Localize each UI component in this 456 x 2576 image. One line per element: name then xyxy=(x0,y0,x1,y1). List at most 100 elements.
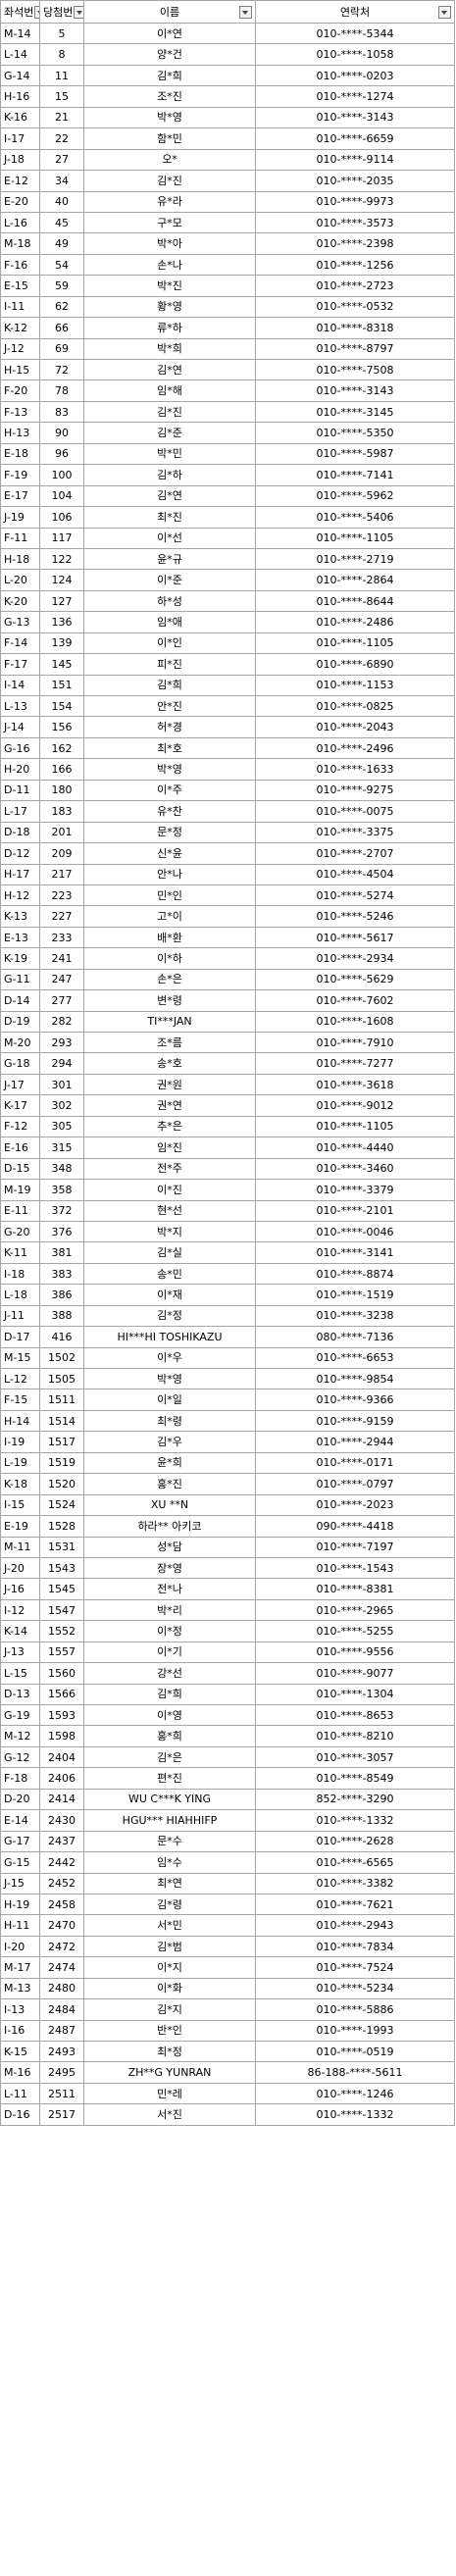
seat-cell[interactable]: J-16 xyxy=(0,1578,40,1600)
winning-number-cell[interactable]: 21 xyxy=(39,106,84,129)
contact-cell[interactable]: 010-****-5987 xyxy=(255,442,455,466)
winning-number-cell[interactable]: 54 xyxy=(39,253,84,277)
winning-number-cell[interactable]: 2430 xyxy=(39,1809,84,1832)
seat-cell[interactable]: K-17 xyxy=(0,1094,40,1117)
winning-number-cell[interactable]: 62 xyxy=(39,295,84,319)
contact-cell[interactable]: 010-****-1105 xyxy=(255,1115,455,1138)
contact-cell[interactable]: 010-****-6565 xyxy=(255,1851,455,1874)
name-cell[interactable]: HI***HI TOSHIKAZU xyxy=(83,1326,256,1348)
contact-cell[interactable]: 010-****-2101 xyxy=(255,1199,455,1222)
name-cell[interactable]: ZH**G YUNRAN xyxy=(83,2061,256,2084)
seat-cell[interactable]: E-12 xyxy=(0,170,40,192)
name-cell[interactable]: 변*령 xyxy=(83,989,256,1012)
contact-cell[interactable]: 010-****-7141 xyxy=(255,464,455,486)
seat-cell[interactable]: D-18 xyxy=(0,821,40,844)
seat-cell[interactable]: D-14 xyxy=(0,989,40,1012)
name-cell[interactable]: 박*영 xyxy=(83,106,256,129)
name-cell[interactable]: 송*호 xyxy=(83,1052,256,1075)
name-cell[interactable]: 박*지 xyxy=(83,1220,256,1243)
name-cell[interactable]: 이*연 xyxy=(83,22,256,45)
name-cell[interactable]: 배*환 xyxy=(83,926,256,949)
name-cell[interactable]: 손*나 xyxy=(83,253,256,277)
seat-cell[interactable]: H-19 xyxy=(0,1893,40,1916)
seat-cell[interactable]: L-11 xyxy=(0,2082,40,2105)
winning-number-cell[interactable]: 1560 xyxy=(39,1662,84,1685)
contact-cell[interactable]: 010-****-9275 xyxy=(255,779,455,802)
contact-cell[interactable]: 010-****-9077 xyxy=(255,1662,455,1685)
winning-number-cell[interactable]: 139 xyxy=(39,631,84,655)
name-cell[interactable]: 박*영 xyxy=(83,1367,256,1390)
name-cell[interactable]: 최*연 xyxy=(83,1872,256,1894)
contact-cell[interactable]: 010-****-3143 xyxy=(255,106,455,129)
seat-cell[interactable]: I-14 xyxy=(0,674,40,697)
seat-cell[interactable]: J-19 xyxy=(0,506,40,529)
contact-cell[interactable]: 010-****-0171 xyxy=(255,1451,455,1475)
seat-cell[interactable]: E-18 xyxy=(0,442,40,466)
winning-number-cell[interactable]: 282 xyxy=(39,1010,84,1034)
name-cell[interactable]: 문*정 xyxy=(83,821,256,844)
seat-cell[interactable]: M-15 xyxy=(0,1346,40,1370)
seat-cell[interactable]: G-11 xyxy=(0,968,40,991)
winning-number-cell[interactable]: 293 xyxy=(39,1031,84,1054)
contact-cell[interactable]: 010-****-1519 xyxy=(255,1284,455,1306)
contact-cell[interactable]: 010-****-3145 xyxy=(255,400,455,424)
seat-cell[interactable]: D-11 xyxy=(0,779,40,802)
contact-cell[interactable]: 010-****-3238 xyxy=(255,1304,455,1328)
name-cell[interactable]: 윤*규 xyxy=(83,547,256,571)
contact-cell[interactable]: 010-****-9973 xyxy=(255,190,455,213)
winning-number-cell[interactable]: 1598 xyxy=(39,1725,84,1747)
name-cell[interactable]: HGU*** HIAHHIFP xyxy=(83,1809,256,1832)
winning-number-cell[interactable]: 2487 xyxy=(39,2019,84,2043)
name-cell[interactable]: 이*주 xyxy=(83,779,256,802)
winning-number-cell[interactable]: 1545 xyxy=(39,1578,84,1600)
seat-cell[interactable]: E-17 xyxy=(0,484,40,508)
contact-cell[interactable]: 010-****-1332 xyxy=(255,2103,455,2126)
contact-cell[interactable]: 010-****-2043 xyxy=(255,716,455,738)
seat-cell[interactable]: G-16 xyxy=(0,736,40,760)
seat-cell[interactable]: K-18 xyxy=(0,1473,40,1495)
winning-number-cell[interactable]: 8 xyxy=(39,43,84,66)
contact-cell[interactable]: 010-****-8874 xyxy=(255,1262,455,1286)
winning-number-cell[interactable]: 59 xyxy=(39,275,84,297)
filter-dropdown-icon[interactable] xyxy=(239,6,252,19)
seat-cell[interactable]: I-13 xyxy=(0,1998,40,2021)
winning-number-cell[interactable]: 154 xyxy=(39,694,84,718)
contact-cell[interactable]: 010-****-0046 xyxy=(255,1220,455,1243)
seat-cell[interactable]: F-16 xyxy=(0,253,40,277)
name-cell[interactable]: 임*진 xyxy=(83,1136,256,1159)
contact-cell[interactable]: 010-****-8318 xyxy=(255,317,455,339)
contact-cell[interactable]: 010-****-6659 xyxy=(255,127,455,150)
seat-cell[interactable]: H-11 xyxy=(0,1914,40,1937)
winning-number-cell[interactable]: 2472 xyxy=(39,1935,84,1958)
seat-cell[interactable]: F-20 xyxy=(0,379,40,402)
seat-cell[interactable]: L-14 xyxy=(0,43,40,66)
winning-number-cell[interactable]: 416 xyxy=(39,1326,84,1348)
name-cell[interactable]: 하라** 아키코 xyxy=(83,1515,256,1538)
winning-number-cell[interactable]: 383 xyxy=(39,1262,84,1286)
winning-number-cell[interactable]: 1531 xyxy=(39,1536,84,1558)
contact-cell[interactable]: 010-****-2965 xyxy=(255,1598,455,1622)
contact-cell[interactable]: 010-****-7277 xyxy=(255,1052,455,1075)
seat-cell[interactable]: D-19 xyxy=(0,1010,40,1034)
contact-cell[interactable]: 010-****-7524 xyxy=(255,1956,455,1979)
name-cell[interactable]: 민*인 xyxy=(83,884,256,907)
winning-number-cell[interactable]: 66 xyxy=(39,317,84,339)
winning-number-cell[interactable]: 49 xyxy=(39,232,84,255)
seat-cell[interactable]: H-13 xyxy=(0,422,40,444)
seat-cell[interactable]: M-20 xyxy=(0,1031,40,1054)
winning-number-cell[interactable]: 348 xyxy=(39,1157,84,1181)
contact-cell[interactable]: 010-****-4440 xyxy=(255,1136,455,1159)
winning-number-cell[interactable]: 1517 xyxy=(39,1431,84,1453)
name-cell[interactable]: 김*준 xyxy=(83,422,256,444)
seat-cell[interactable]: M-13 xyxy=(0,1977,40,2000)
winning-number-cell[interactable]: 302 xyxy=(39,1094,84,1117)
contact-cell[interactable]: 010-****-3460 xyxy=(255,1157,455,1181)
seat-cell[interactable]: J-14 xyxy=(0,716,40,738)
winning-number-cell[interactable]: 72 xyxy=(39,358,84,381)
winning-number-cell[interactable]: 1511 xyxy=(39,1389,84,1411)
winning-number-cell[interactable]: 2495 xyxy=(39,2061,84,2084)
contact-cell[interactable]: 010-****-3573 xyxy=(255,211,455,234)
name-cell[interactable]: 반*인 xyxy=(83,2019,256,2043)
seat-cell[interactable]: G-17 xyxy=(0,1830,40,1853)
seat-cell[interactable]: E-20 xyxy=(0,190,40,213)
